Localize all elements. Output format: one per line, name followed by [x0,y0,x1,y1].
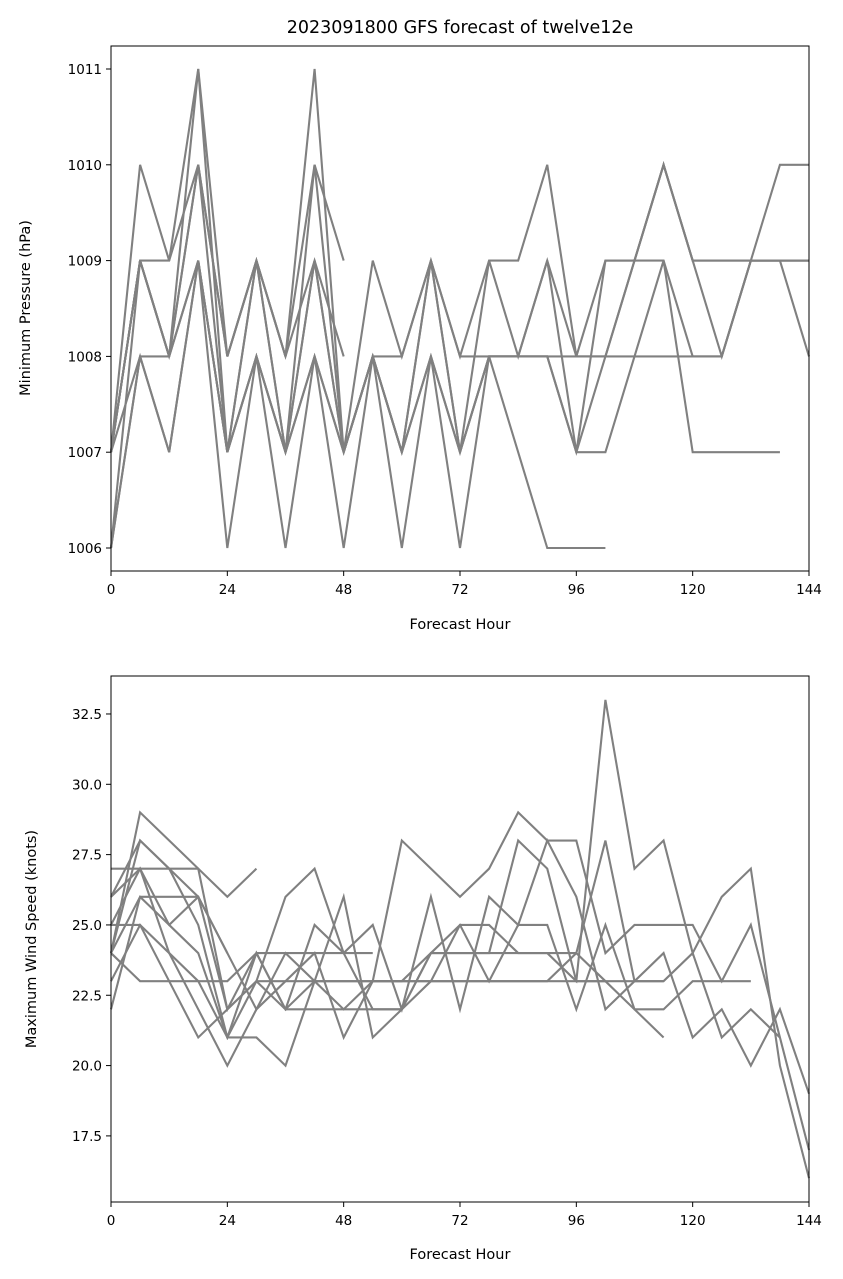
pressure-xtick-label-144: 144 [796,582,822,598]
pressure-ytick-label-5: 1011 [68,62,102,78]
wind-series-line-4 [111,867,258,899]
pressure-ticks: 0 24 48 72 96 120 144 1006 1007 1008 1009 1010 1011 [68,62,822,598]
wind-ytick-label-4: 27.5 [72,848,102,864]
wind-ticks: 0 24 48 72 96 120 144 17.5 20.0 22.5 25.0 27.5 30.0 3… [72,707,822,1229]
pressure-ytick-label-4: 1010 [68,158,102,174]
wind-series-line-7 [110,952,373,983]
wind-series-group [109,699,811,1179]
wind-series-line-11 [110,895,229,954]
pressure-chart-title: 2023091800 GFS forecast of twelve12e [287,18,634,38]
pressure-xtick-label-24: 24 [219,582,236,598]
wind-ytick-label-6: 32.5 [72,707,102,723]
wind-ylabel: Maximum Wind Speed (knots) [24,830,40,1048]
wind-ytick-label-2: 22.5 [72,988,102,1004]
pressure-xtick-label-72: 72 [451,582,468,598]
pressure-xtick-label-0: 0 [107,582,116,598]
wind-series-line-10 [110,838,606,1041]
pressure-chart: 2023091800 GFS forecast of twelve12e 0 24… [18,18,822,633]
wind-xtick-label-24: 24 [219,1213,236,1229]
wind-ytick-label-1: 20.0 [72,1059,102,1075]
pressure-ytick-label-0: 1006 [68,541,102,557]
wind-series-line-9 [111,923,664,1040]
pressure-xtick-label-120: 120 [680,582,706,598]
pressure-ytick-label-3: 1009 [68,254,102,270]
wind-xlabel: Forecast Hour [410,1247,511,1263]
pressure-xlabel: Forecast Hour [410,617,511,633]
pressure-ytick-label-1: 1007 [68,445,102,461]
wind-ytick-label-3: 25.0 [72,918,102,934]
wind-xtick-label-96: 96 [568,1213,585,1229]
pressure-series-line-8 [109,164,345,453]
wind-ytick-label-0: 17.5 [72,1129,102,1145]
pressure-series-line-9 [109,161,809,456]
wind-xtick-label-144: 144 [796,1213,822,1229]
pressure-ytick-label-2: 1008 [68,349,102,365]
pressure-xtick-label-96: 96 [568,582,585,598]
wind-xtick-label-72: 72 [451,1213,468,1229]
wind-chart: 0 24 48 72 96 120 144 17.5 20.0 22.5 25.0 27.5 30.0 3… [24,675,822,1263]
wind-ytick-label-5: 30.0 [72,777,102,793]
wind-xtick-label-0: 0 [107,1213,116,1229]
pressure-ylabel: Minimum Pressure (hPa) [18,220,34,396]
pressure-xtick-label-48: 48 [335,582,352,598]
wind-xtick-label-48: 48 [335,1213,352,1229]
wind-xtick-label-120: 120 [680,1213,706,1229]
pressure-series-group [109,68,811,550]
